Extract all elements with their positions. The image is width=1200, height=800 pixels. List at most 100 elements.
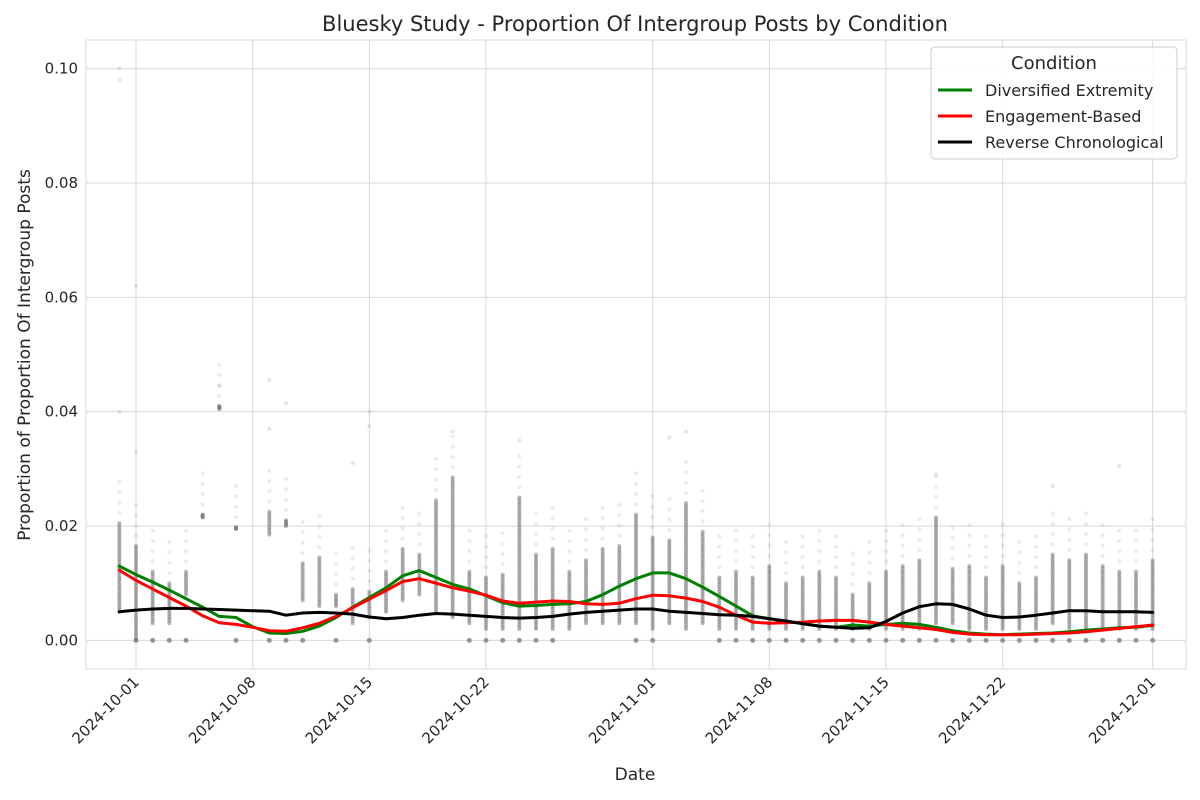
scatter-point xyxy=(817,549,822,554)
scatter-point xyxy=(867,581,872,586)
scatter-point xyxy=(834,565,838,570)
scatter-point xyxy=(1034,544,1038,549)
scatter-point xyxy=(450,465,455,470)
scatter-point xyxy=(500,572,505,577)
scatter-point xyxy=(584,527,588,532)
scatter-point xyxy=(667,538,672,543)
scatter-point xyxy=(200,481,205,486)
scatter-point xyxy=(950,556,955,561)
scatter-point xyxy=(1017,540,1022,545)
scatter-point xyxy=(867,540,872,545)
scatter-point xyxy=(1134,569,1138,574)
scatter-point xyxy=(934,484,938,489)
scatter-point xyxy=(817,538,822,543)
scatter-point xyxy=(366,637,372,643)
scatter-point xyxy=(200,512,205,517)
scatter-point xyxy=(417,532,422,537)
scatter-point xyxy=(984,575,988,580)
scatter-point xyxy=(450,444,455,449)
scatter-point xyxy=(350,556,355,561)
scatter-point xyxy=(117,521,122,526)
scatter-point xyxy=(1067,537,1072,542)
scatter-point xyxy=(617,544,622,549)
scatter-point xyxy=(500,562,505,567)
scatter-point xyxy=(117,480,122,485)
scatter-point xyxy=(384,528,388,533)
y-tick-label: 0.10 xyxy=(45,60,78,78)
scatter-point xyxy=(367,548,372,553)
scatter-point xyxy=(400,546,405,551)
scatter-point xyxy=(867,560,872,565)
scatter-point xyxy=(1017,570,1022,575)
scatter-point xyxy=(667,528,672,533)
scatter-point xyxy=(700,529,705,534)
x-tick-label: 2024-12-01 xyxy=(1085,673,1159,747)
scatter-points xyxy=(117,66,1156,643)
y-tick-label: 0.08 xyxy=(45,174,78,192)
scatter-point xyxy=(617,502,622,507)
scatter-point xyxy=(884,528,888,533)
scatter-point xyxy=(367,569,372,574)
scatter-point xyxy=(1117,538,1122,543)
scatter-point xyxy=(434,457,438,462)
scatter-point xyxy=(584,537,588,542)
scatter-point xyxy=(1034,534,1038,539)
scatter-point xyxy=(567,569,572,574)
scatter-point xyxy=(217,403,222,408)
scatter-point xyxy=(650,514,655,519)
scatter-point xyxy=(1150,548,1155,553)
scatter-point xyxy=(517,485,522,490)
scatter-point xyxy=(133,637,139,643)
scatter-point xyxy=(684,501,688,506)
scatter-point xyxy=(384,549,388,554)
scatter-point xyxy=(150,569,155,574)
scatter-point xyxy=(484,554,488,559)
scatter-point xyxy=(400,536,405,541)
scatter-point xyxy=(166,637,172,643)
scatter-point xyxy=(1084,532,1088,537)
scatter-point xyxy=(617,513,622,518)
scatter-point xyxy=(1050,552,1055,557)
scatter-point xyxy=(466,637,472,643)
scatter-point xyxy=(1000,543,1005,548)
scatter-point xyxy=(567,549,572,554)
scatter-point xyxy=(967,543,972,548)
scatter-point xyxy=(667,435,672,440)
scatter-point xyxy=(150,549,155,554)
scatter-point xyxy=(1134,538,1138,543)
scatter-point xyxy=(1117,528,1122,533)
series-line xyxy=(117,568,1155,637)
scatter-point xyxy=(767,543,772,548)
scatter-point xyxy=(1117,569,1122,574)
scatter-point xyxy=(934,515,938,520)
x-tick-label: 2024-11-08 xyxy=(702,673,776,747)
scatter-point xyxy=(1050,484,1055,489)
scatter-point xyxy=(217,383,222,388)
x-axis-ticks: 2024-10-01 2024-10-08 2024-10-15 2024-10-22… xyxy=(68,673,1159,747)
scatter-point xyxy=(800,544,805,549)
scatter-point xyxy=(150,559,155,564)
scatter-point xyxy=(600,505,605,510)
scatter-point xyxy=(734,559,738,564)
scatter-point xyxy=(150,538,155,543)
scatter-point xyxy=(517,438,522,443)
scatter-point xyxy=(267,378,272,383)
scatter-point xyxy=(750,544,755,549)
scatter-point xyxy=(334,592,338,597)
scatter-point xyxy=(633,637,639,643)
scatter-point xyxy=(467,549,472,554)
scatter-point xyxy=(684,490,688,495)
scatter-point xyxy=(300,637,306,643)
scatter-point xyxy=(1100,543,1105,548)
scatter-point xyxy=(117,510,122,515)
scatter-point xyxy=(634,481,638,486)
scatter-point xyxy=(284,477,288,482)
scatter-point xyxy=(767,533,772,538)
scatter-point xyxy=(534,532,538,537)
scatter-point xyxy=(517,454,522,459)
scatter-point xyxy=(334,561,338,566)
scatter-point xyxy=(284,401,288,406)
scatter-point xyxy=(700,498,705,503)
x-tick-label: 2024-10-22 xyxy=(418,673,492,747)
